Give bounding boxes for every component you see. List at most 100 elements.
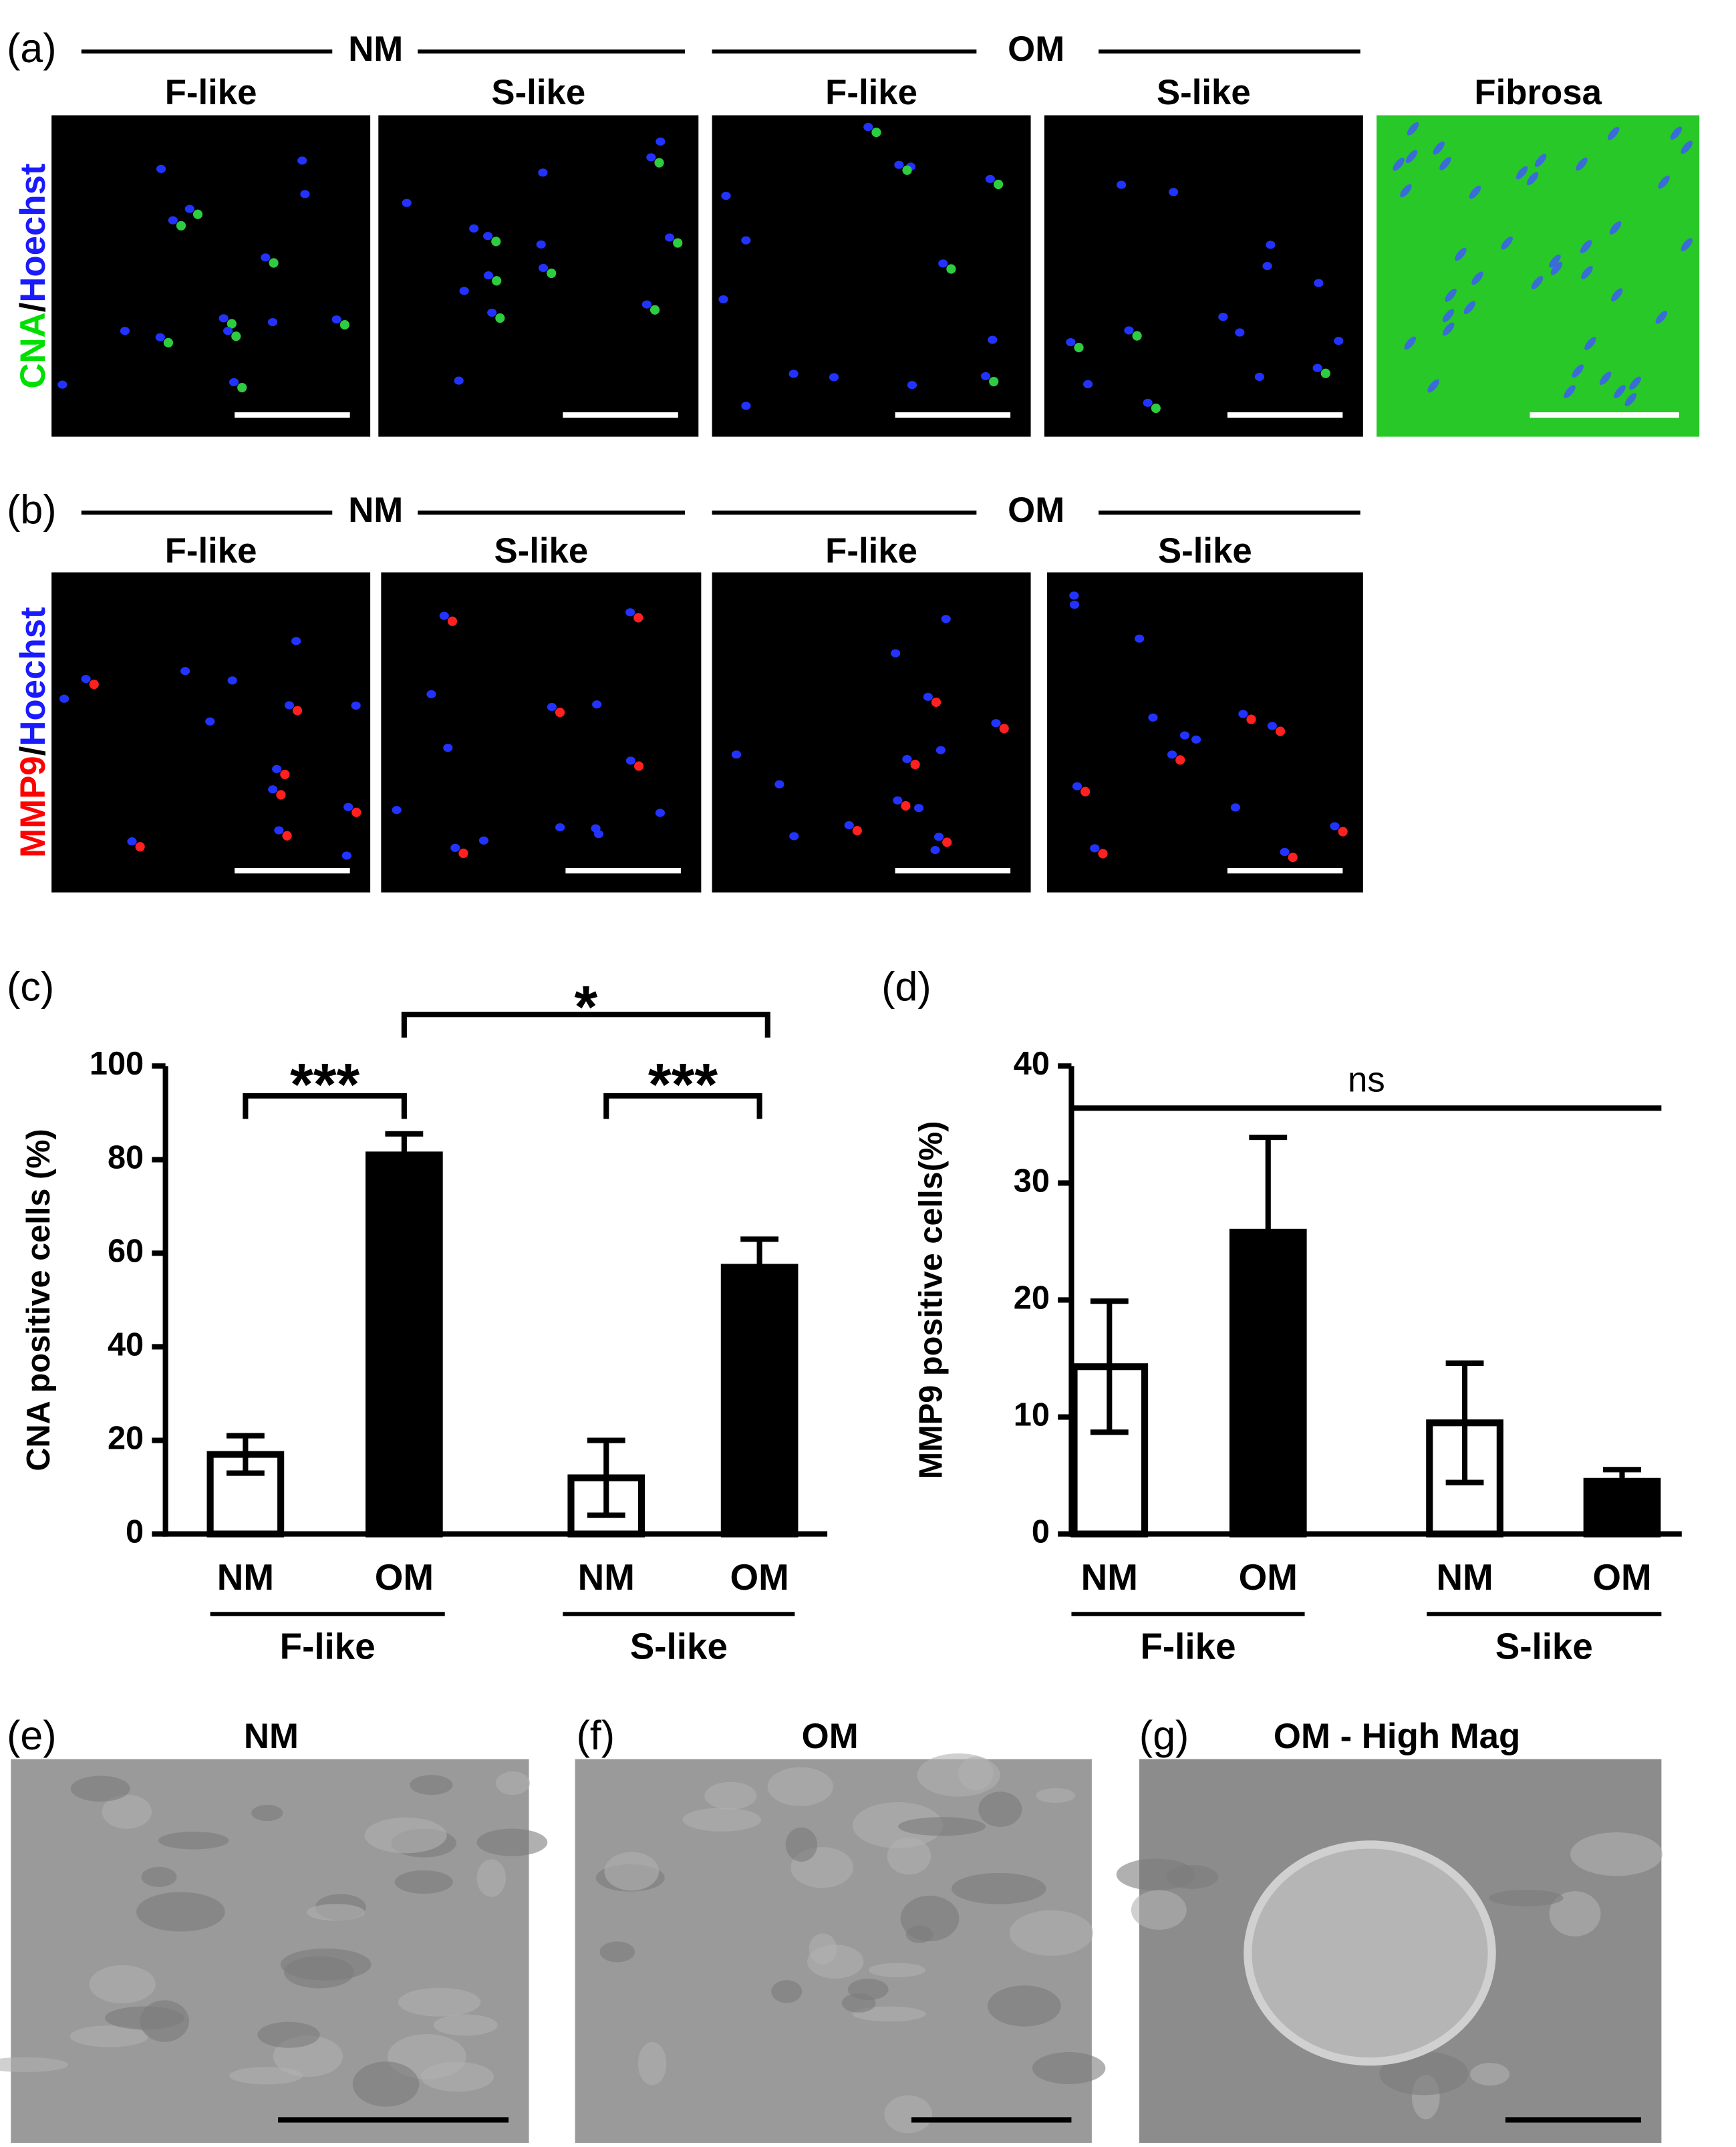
nucleus — [1629, 376, 1641, 390]
nucleus — [229, 378, 239, 387]
nucleus — [1670, 126, 1683, 140]
panel-label: (d) — [881, 964, 931, 1010]
nucleus — [1471, 271, 1483, 285]
sem-texture — [887, 1838, 931, 1875]
micrograph — [1046, 572, 1363, 893]
sem-texture — [476, 1828, 548, 1856]
sem-texture — [476, 1859, 507, 1897]
nucleus — [788, 370, 799, 378]
nucleus — [538, 263, 549, 273]
y-tick-label: 40 — [1014, 1046, 1050, 1082]
bar — [720, 1264, 799, 1538]
nucleus — [351, 701, 361, 710]
sem-texture — [1570, 1832, 1663, 1876]
micrograph — [1377, 115, 1700, 437]
stained-cell — [633, 761, 644, 771]
nucleus — [985, 174, 996, 183]
sem-texture — [158, 1832, 229, 1850]
sem-cell — [1244, 1840, 1496, 2066]
stained-cell — [654, 158, 664, 168]
group-label: S-like — [1495, 1626, 1593, 1667]
nucleus — [1549, 254, 1561, 268]
significance-label: *** — [290, 1050, 360, 1117]
nucleus — [1404, 336, 1417, 350]
stained-cell — [293, 706, 303, 716]
nucleus — [483, 271, 494, 280]
stain-part: Hoechst — [13, 163, 53, 302]
nucleus — [593, 830, 604, 839]
stain-label: MMP9/Hoechst — [13, 607, 53, 857]
nucleus — [1439, 157, 1451, 170]
nucleus — [1531, 276, 1544, 289]
y-tick-label: 0 — [126, 1514, 144, 1550]
significance-bracket — [603, 1093, 762, 1119]
nucleus — [1267, 722, 1277, 730]
x-tick-label: NM — [578, 1556, 635, 1598]
stained-cell — [547, 268, 557, 279]
sem-texture — [905, 1925, 933, 1943]
sem-texture — [898, 1817, 986, 1836]
stained-cell — [276, 790, 286, 800]
sem-texture — [410, 1775, 453, 1796]
nucleus — [184, 204, 194, 213]
sem-texture — [1131, 1890, 1187, 1930]
nucleus — [180, 667, 190, 676]
significance-label: * — [574, 974, 597, 1040]
nucleus — [1501, 236, 1513, 250]
stained-cell — [1175, 755, 1185, 765]
sem-texture — [251, 1805, 283, 1822]
nucleus — [894, 160, 904, 169]
x-tick-label: NM — [217, 1556, 274, 1598]
nucleus — [274, 826, 284, 835]
stained-cell — [492, 276, 502, 286]
sem-texture — [853, 1802, 944, 1848]
nucleus — [1576, 157, 1588, 171]
y-axis-label: MMP9 positive cells(%) — [913, 1121, 949, 1479]
nucleus — [343, 803, 353, 811]
y-tick-label: 20 — [108, 1420, 144, 1456]
panel-label: (a) — [7, 25, 56, 71]
column-label: F-like — [825, 531, 917, 571]
column-label: F-like — [165, 531, 257, 571]
x-tick-label: NM — [1081, 1556, 1138, 1598]
nucleus — [1442, 309, 1455, 323]
nucleus — [1090, 844, 1100, 853]
nucleus — [1405, 150, 1418, 164]
nucleus — [1427, 379, 1439, 393]
nucleus — [300, 190, 310, 198]
stained-cell — [1320, 368, 1330, 378]
stained-cell — [1246, 714, 1256, 724]
stained-cell — [1080, 786, 1091, 797]
nucleus — [261, 253, 271, 262]
sem-texture — [841, 1993, 876, 2013]
stained-cell — [447, 616, 458, 626]
bar — [206, 1451, 285, 1538]
nucleus — [863, 122, 873, 132]
nucleus — [1148, 713, 1158, 722]
y-tick-label: 100 — [90, 1046, 144, 1082]
column-label: Fibrosa — [1474, 73, 1602, 112]
nucleus — [81, 674, 91, 684]
nucleus — [1609, 221, 1622, 235]
sem-texture — [364, 1817, 447, 1854]
stained-cell — [633, 613, 643, 623]
stained-cell — [282, 831, 292, 841]
nucleus — [483, 232, 493, 241]
x-tick-label: OM — [1239, 1556, 1298, 1598]
nucleus — [789, 832, 799, 841]
nucleus — [1069, 591, 1079, 600]
panel-label: (c) — [7, 964, 54, 1010]
nucleus — [625, 608, 635, 617]
sem-texture — [785, 1827, 818, 1862]
stain-part: CNA — [13, 312, 53, 388]
sem-texture — [495, 1771, 531, 1796]
stained-cell — [1151, 403, 1161, 414]
nucleus — [641, 300, 652, 309]
sem-texture — [394, 1870, 453, 1894]
sem-texture — [1470, 2063, 1510, 2086]
nucleus — [893, 796, 903, 805]
nucleus — [267, 317, 278, 327]
column-label: S-like — [494, 531, 588, 571]
nucleus — [774, 780, 784, 789]
nucleus — [1681, 140, 1693, 154]
